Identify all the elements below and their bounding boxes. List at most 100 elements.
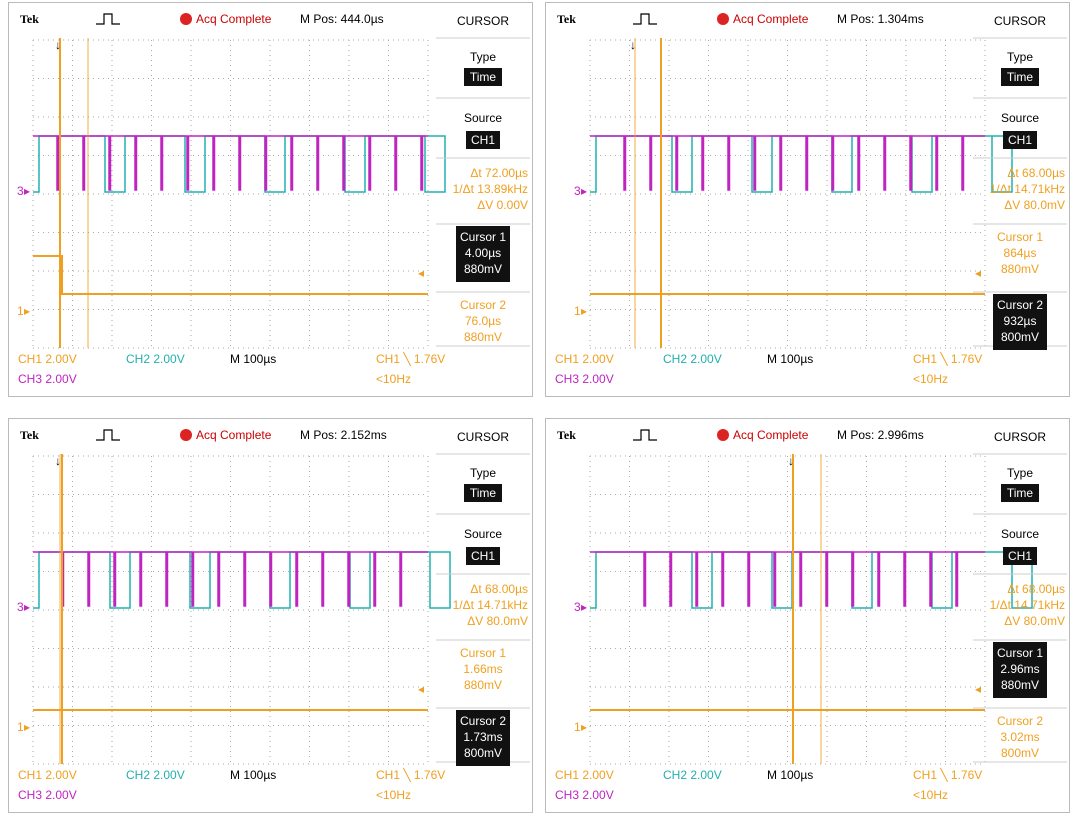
ch3-marker-arrow: ▸ — [24, 600, 30, 614]
ch1-marker: 1 — [574, 304, 581, 318]
brand: Tek — [557, 428, 576, 442]
cursor-time: 1.66ms — [463, 662, 502, 676]
menu-label: Type — [470, 50, 496, 64]
frame — [9, 419, 533, 813]
menu-value: Time — [1007, 486, 1034, 500]
menu-title: CURSOR — [457, 14, 509, 28]
cursor-time: 864µs — [1004, 246, 1037, 260]
timebase: M 100µs — [230, 768, 276, 782]
ch3-marker-arrow: ▸ — [24, 184, 30, 198]
trigger-position-arrow: ↓ — [55, 454, 61, 468]
ch1-marker-arrow: ▸ — [24, 304, 30, 318]
trigger: CH1 ╲ 1.76V — [913, 767, 982, 782]
ch1-marker-arrow: ▸ — [581, 304, 587, 318]
trigger: CH1 ╲ 1.76V — [376, 351, 445, 366]
delta-t: Δt 68.00µs — [470, 582, 528, 596]
timebase: M 100µs — [230, 352, 276, 366]
brand: Tek — [20, 428, 39, 442]
frequency: 1/Δt 13.89kHz — [453, 182, 528, 196]
cursor-voltage: 800mV — [464, 746, 502, 760]
acq-status: Acq Complete — [196, 12, 272, 26]
frequency: 1/Δt 14.71kHz — [453, 598, 528, 612]
acq-status: Acq Complete — [196, 428, 272, 442]
cursor-label: Cursor 2 — [997, 298, 1043, 312]
timebase: M 100µs — [767, 352, 813, 366]
cursor-voltage: 800mV — [1001, 746, 1039, 760]
ch2-scale: CH2 2.00V — [126, 352, 185, 366]
trigger: CH1 ╲ 1.76V — [376, 767, 445, 782]
ch3-marker: 3 — [17, 600, 24, 614]
position: M Pos: 1.304ms — [837, 12, 924, 26]
ch1-scale: CH1 2.00V — [555, 352, 614, 366]
cursor-time: 76.0µs — [465, 314, 501, 328]
ch1-marker-arrow: ▸ — [24, 720, 30, 734]
cursor-time: 3.02ms — [1000, 730, 1039, 744]
menu-label: Source — [464, 527, 502, 541]
menu-title: CURSOR — [994, 430, 1046, 444]
cursor-time: 1.73ms — [463, 730, 502, 744]
scope-screen: ↓◂3▸1▸TekAcq CompleteM Pos: 1.304msCURSO… — [545, 2, 1070, 397]
trigger-position-arrow: ↓ — [788, 454, 794, 468]
position: M Pos: 444.0µs — [300, 12, 384, 26]
trigger-position-arrow: ↓ — [630, 38, 636, 52]
ch1-marker: 1 — [17, 304, 24, 318]
cursor-label: Cursor 1 — [997, 230, 1043, 244]
cursor-voltage: 880mV — [464, 678, 502, 692]
position: M Pos: 2.152ms — [300, 428, 387, 442]
menu-value: Time — [1007, 70, 1034, 84]
ch1-marker: 1 — [574, 720, 581, 734]
delta-t: Δt 68.00µs — [1007, 166, 1065, 180]
menu-label: Source — [1001, 527, 1039, 541]
ch1-scale: CH1 2.00V — [18, 352, 77, 366]
menu-value: CH1 — [1008, 133, 1032, 147]
brand: Tek — [20, 12, 39, 26]
menu-label: Source — [464, 111, 502, 125]
frequency: 1/Δt 14.71kHz — [990, 598, 1065, 612]
ch1-scale: CH1 2.00V — [18, 768, 77, 782]
ch3-scale: CH3 2.00V — [18, 788, 77, 802]
acq-status-dot — [717, 13, 729, 25]
ch2-scale: CH2 2.00V — [663, 352, 722, 366]
cursor-voltage: 800mV — [1001, 330, 1039, 344]
trigger-frequency: <10Hz — [913, 788, 948, 802]
acq-status-dot — [717, 429, 729, 441]
cursor-time: 4.00µs — [465, 246, 501, 260]
ch3-marker: 3 — [17, 184, 24, 198]
delta-t: Δt 68.00µs — [1007, 582, 1065, 596]
page: ↓◂3▸1▸TekAcq CompleteM Pos: 444.0µsCURSO… — [0, 0, 1072, 814]
menu-label: Type — [1007, 466, 1033, 480]
delta-v: ΔV 80.0mV — [1004, 614, 1065, 628]
delta-v: ΔV 0.00V — [477, 198, 528, 212]
trigger-level-arrow: ◂ — [418, 682, 424, 696]
acq-status: Acq Complete — [733, 12, 809, 26]
cursor-label: Cursor 1 — [997, 646, 1043, 660]
acq-status-dot — [180, 13, 192, 25]
menu-label: Source — [1001, 111, 1039, 125]
menu-label: Type — [1007, 50, 1033, 64]
ch2-scale: CH2 2.00V — [126, 768, 185, 782]
menu-title: CURSOR — [457, 430, 509, 444]
cursor-voltage: 880mV — [1001, 262, 1039, 276]
position: M Pos: 2.996ms — [837, 428, 924, 442]
scope-screen: ↓◂3▸1▸TekAcq CompleteM Pos: 2.996msCURSO… — [545, 418, 1070, 813]
menu-label: Type — [470, 466, 496, 480]
ch3-scale: CH3 2.00V — [555, 788, 614, 802]
cursor-label: Cursor 2 — [997, 714, 1043, 728]
acq-status-dot — [180, 429, 192, 441]
menu-value: Time — [470, 486, 497, 500]
ch1-marker: 1 — [17, 720, 24, 734]
menu-value: CH1 — [471, 133, 495, 147]
delta-v: ΔV 80.0mV — [467, 614, 528, 628]
trigger-level-arrow: ◂ — [975, 682, 981, 696]
ch1-marker-arrow: ▸ — [581, 720, 587, 734]
cursor-label: Cursor 1 — [460, 230, 506, 244]
scope-display: ↓◂3▸1▸TekAcq CompleteM Pos: 2.152msCURSO… — [8, 418, 533, 813]
cursor-time: 2.96ms — [1000, 662, 1039, 676]
cursor-label: Cursor 2 — [460, 714, 506, 728]
cursor-voltage: 880mV — [464, 330, 502, 344]
cursor-label: Cursor 1 — [460, 646, 506, 660]
cursor-label: Cursor 2 — [460, 298, 506, 312]
trigger-level-arrow: ◂ — [418, 266, 424, 280]
